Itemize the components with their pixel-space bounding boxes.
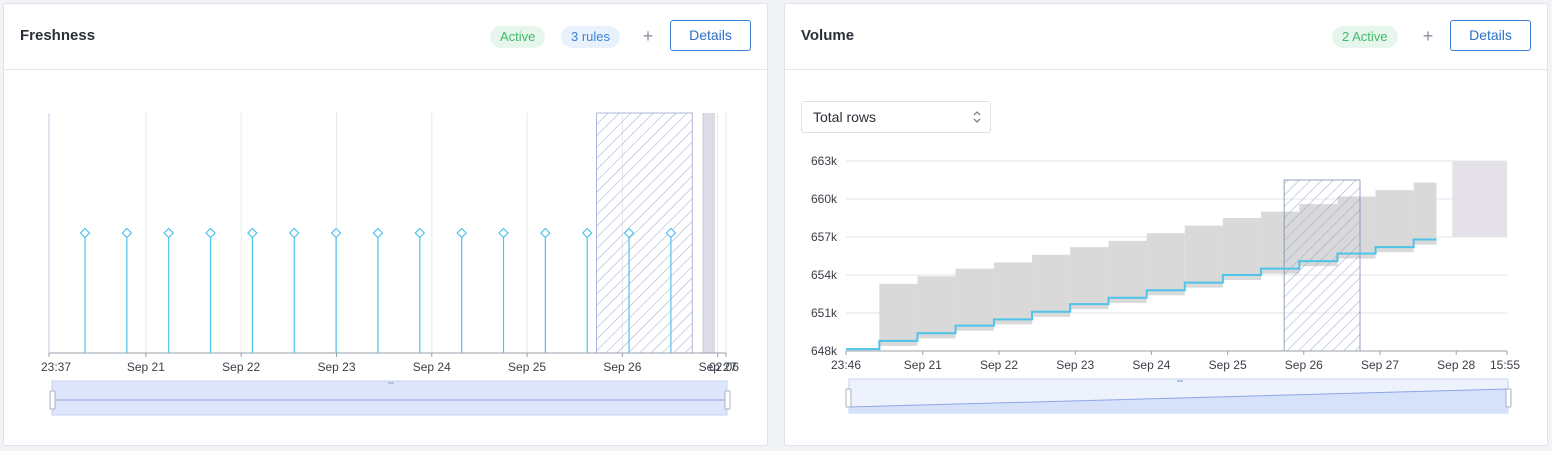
update-marker [247,227,258,239]
y-tick-label: 657k [811,230,838,244]
y-tick-label: 648k [811,344,838,358]
expected-band-segment [1184,225,1223,288]
navigator [51,380,728,416]
anomaly-window [596,112,693,354]
update-marker [623,227,635,239]
navigator-grip [388,382,394,384]
update-marker [163,227,175,239]
update-marker [205,227,216,239]
y-tick-label: 654k [811,268,838,282]
freshness-rules-badge[interactable]: 3 rules [561,26,621,48]
incomplete-window [1452,161,1507,237]
y-tick-label: 660k [811,192,838,206]
x-tick-label: 23:46 [831,358,861,372]
freshness-details-button[interactable]: Details [670,20,751,51]
x-tick-label: 15:55 [1490,358,1520,372]
x-tick-label: Sep 24 [413,360,451,374]
expected-band-segment [1146,233,1185,296]
volume-title: Volume [801,27,855,44]
x-tick-label: Sep 23 [317,360,355,374]
freshness-header: Freshness Active 3 rules + Details [4,4,767,70]
update-marker [79,227,91,239]
expected-band-segment [1222,218,1261,281]
freshness-card: Freshness Active 3 rules + Details 23:37… [3,3,768,446]
y-tick-label: 663k [811,154,838,168]
expected-band-segment [1413,182,1437,245]
plus-icon[interactable]: + [642,26,654,46]
update-marker [414,227,426,239]
expected-band-segment [917,276,956,339]
x-tick-label: Sep 27 [1361,358,1399,372]
expected-band-segment [955,268,994,331]
metric-select[interactable]: Total rows [801,101,991,133]
expected-band-segment [1375,190,1414,253]
x-tick-label: Sep 22 [980,358,1018,372]
x-tick-label: 23:37 [41,360,71,374]
update-marker [665,227,677,239]
row-count-line [846,238,1437,351]
navigator-handle-right [1505,388,1512,408]
x-tick-label: Sep 28 [1437,358,1475,372]
x-tick-label: Sep 25 [508,360,546,374]
plus-icon[interactable]: + [1422,26,1434,46]
update-marker [498,227,509,239]
volume-card: Volume 2 Active + Details Total rows 663… [784,3,1548,446]
x-tick-label: Sep 21 [127,360,165,374]
navigator-handle-right [724,390,731,410]
navigator-line [848,388,1509,408]
navigator-area [849,389,1508,413]
x-tick-label: Sep 24 [1132,358,1170,372]
expected-band-segment [1032,254,1071,317]
freshness-title: Freshness [20,27,96,44]
navigator-handle-left [845,388,852,408]
expected-band-segment [1108,240,1147,303]
x-tick-label: Sep 27 [699,360,737,374]
update-marker [121,227,133,239]
update-marker [540,227,551,239]
x-tick-label: Sep 21 [904,358,942,372]
x-tick-label: Sep 22 [222,360,260,374]
anomaly-window [1283,179,1361,352]
x-tick-label: Sep 26 [1285,358,1323,372]
volume-header: Volume 2 Active + Details [785,4,1547,70]
update-marker [330,227,342,239]
x-tick-label: 02:06 [709,360,739,374]
volume-status-badge[interactable]: 2 Active [1332,26,1398,48]
y-tick-label: 651k [811,306,838,320]
update-marker [456,227,467,239]
x-tick-label: Sep 25 [1209,358,1247,372]
expected-band-segment [879,283,918,346]
navigator-handle-left [49,390,56,410]
x-tick-label: Sep 26 [603,360,641,374]
chevron-updown-icon [973,111,981,123]
expected-band-segment [993,262,1033,325]
expected-band-segment [1070,247,1109,310]
update-marker [288,227,300,239]
update-marker [372,227,384,239]
freshness-status-badge[interactable]: Active [490,26,546,48]
x-tick-label: Sep 23 [1056,358,1094,372]
incomplete-window [703,113,715,353]
navigator-grip [1177,380,1183,382]
metric-select-value: Total rows [813,109,877,125]
update-marker [581,227,593,239]
freshness-chart: 23:37 Sep 21 Sep 22 Sep 23 Sep 24 Sep 25 Sep 2… [41,112,739,416]
volume-details-button[interactable]: Details [1450,20,1531,51]
